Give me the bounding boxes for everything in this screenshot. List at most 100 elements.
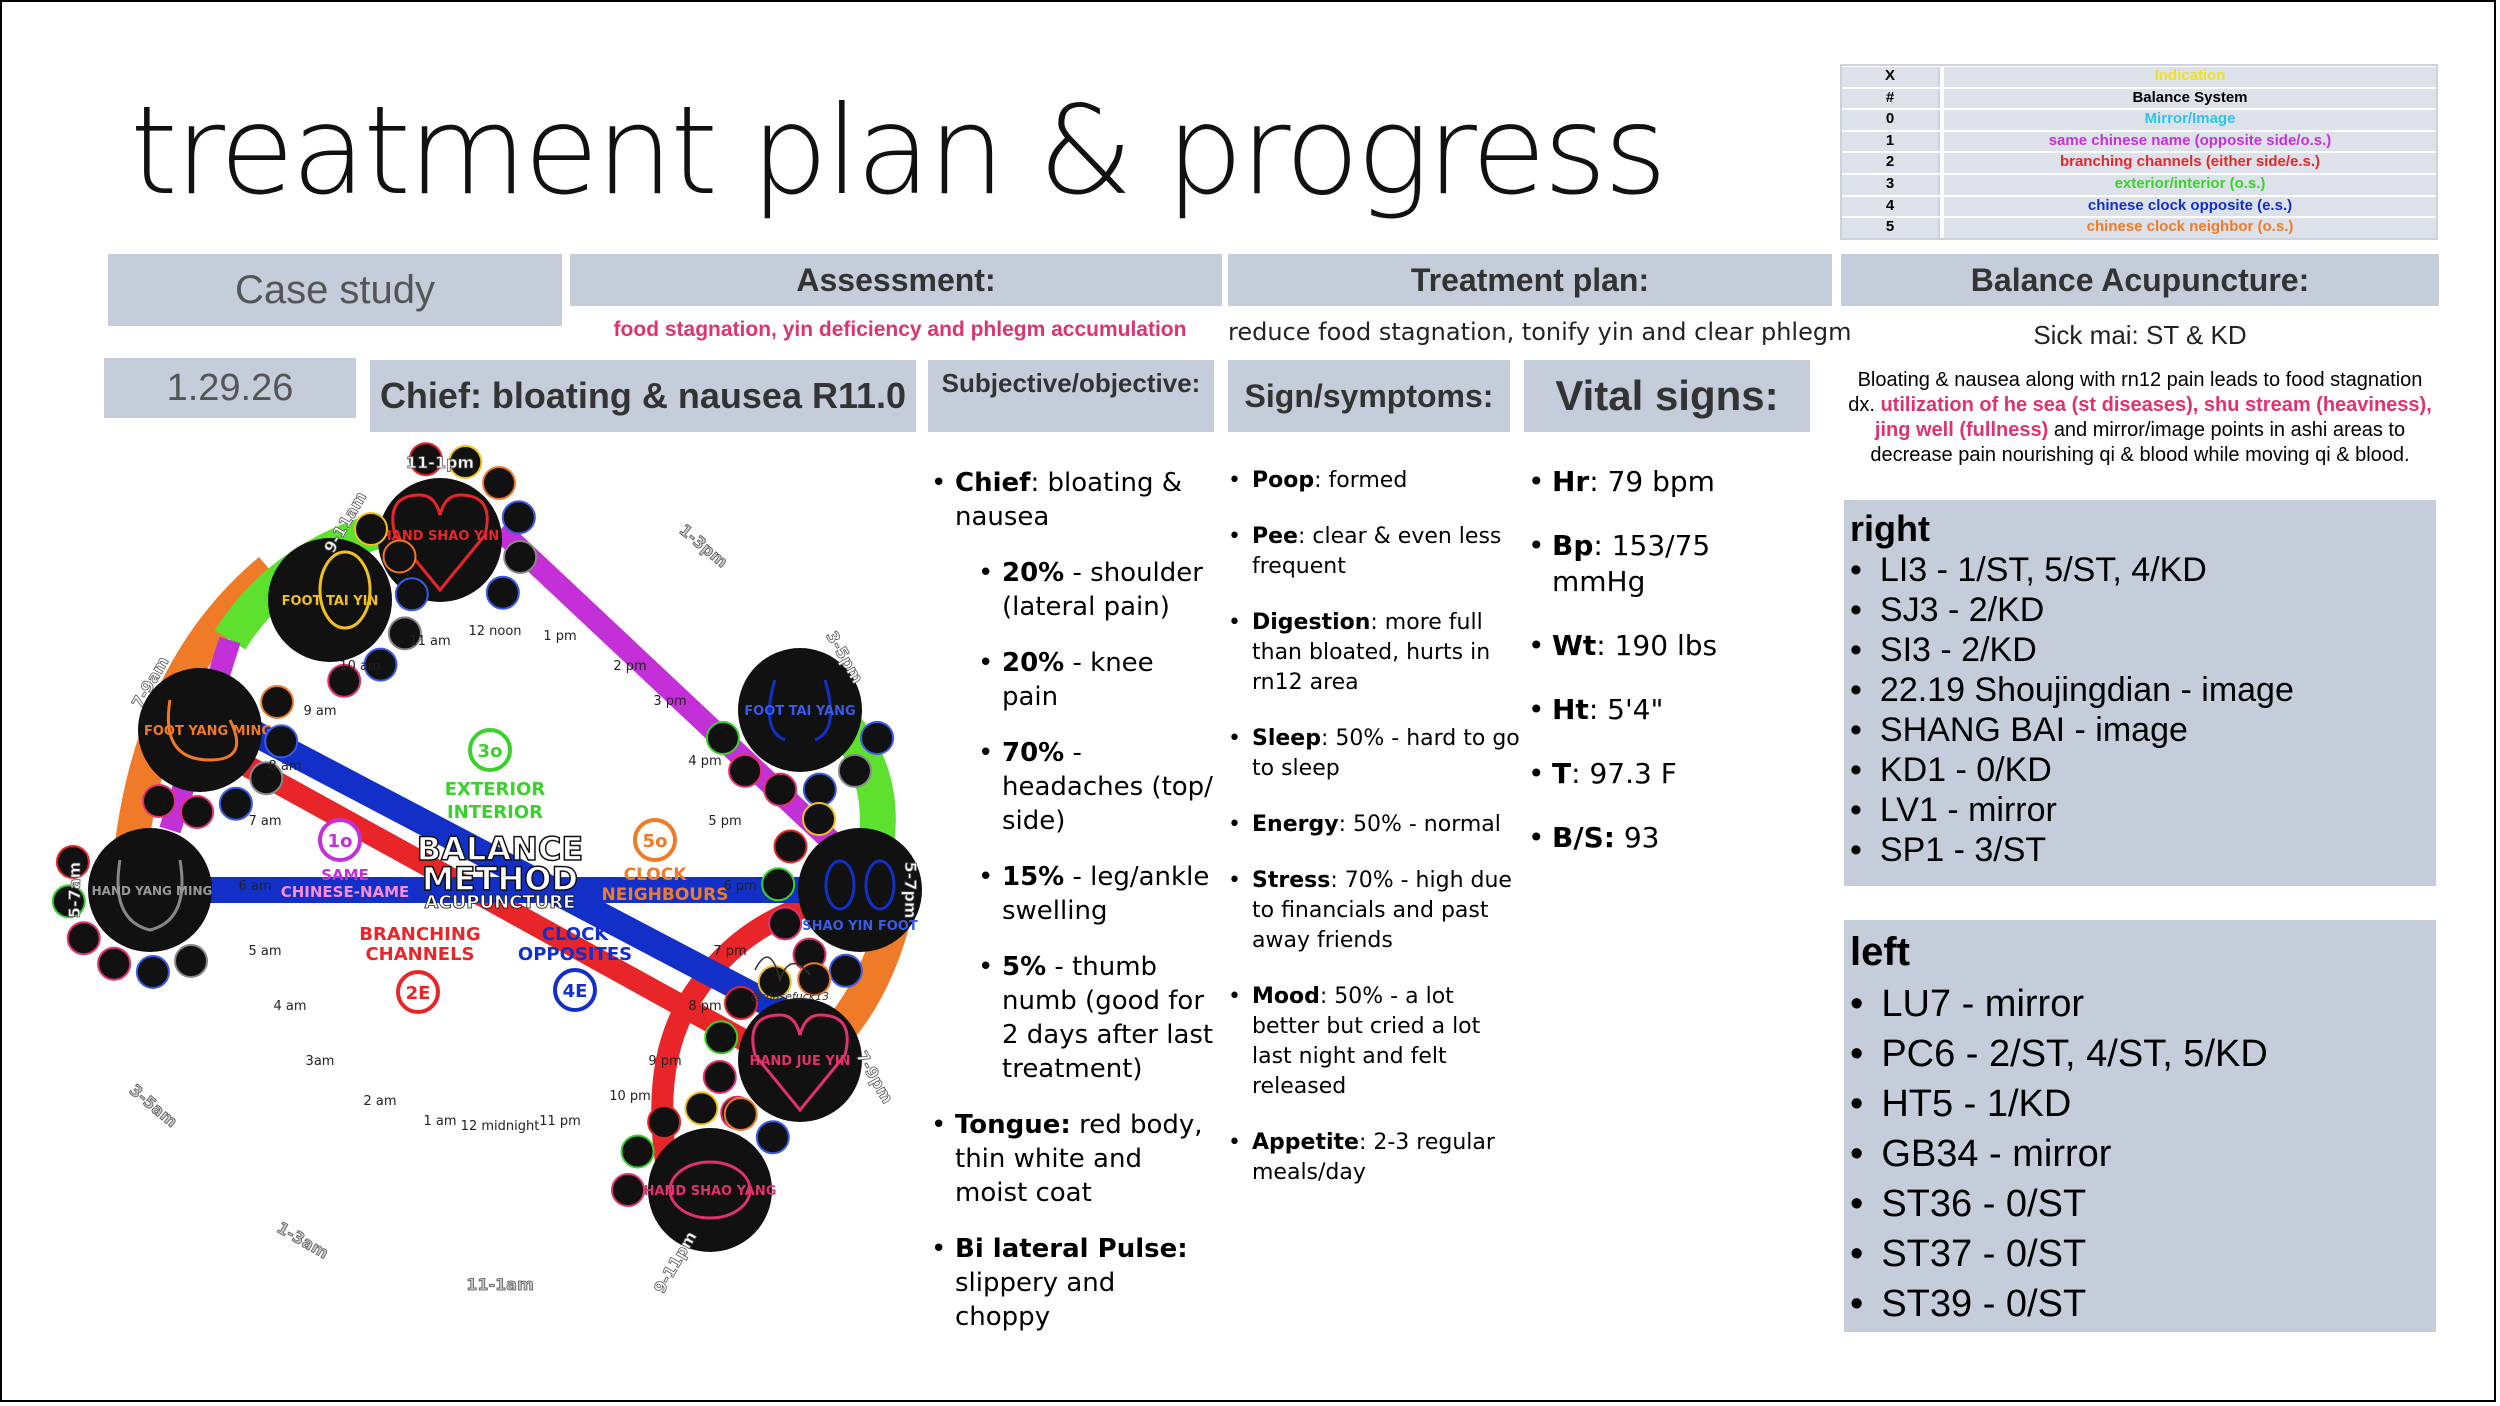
- legend-key: 4: [1842, 196, 1940, 217]
- subjective-item-text: - knee pain: [1002, 648, 1154, 712]
- assessment-text: food stagnation, yin deficiency and phle…: [613, 318, 1187, 341]
- point-dot: [768, 906, 803, 941]
- time-label: 1 pm: [543, 629, 576, 644]
- time-label: 6 pm: [723, 879, 756, 894]
- exterior-badge: [468, 728, 512, 772]
- node-hand-yang-ming: HAND YANG MING: [88, 828, 212, 952]
- vital-item-label: Hr: [1552, 465, 1590, 498]
- time-label: 5 pm: [708, 814, 741, 829]
- point-dot: [828, 953, 863, 988]
- signs-header: Sign/symptoms:: [1228, 360, 1510, 432]
- subjective-item-label: 15%: [1002, 862, 1065, 892]
- exterior-line1: EXTERIOR: [445, 779, 546, 800]
- subjective-item: Tongue: red body, thin white and moist c…: [931, 1108, 1217, 1210]
- sign-item-text: : 50% - a lot better but cried a lot las…: [1252, 984, 1481, 1099]
- point-dot: [174, 944, 208, 978]
- subjective-item-label: 5%: [1002, 952, 1047, 982]
- left-point-item: ST37 - 0/ST: [1850, 1229, 2436, 1279]
- time-range-label: 1-3am: [274, 1218, 332, 1263]
- subjective-item-label: 20%: [1002, 648, 1065, 678]
- point-dot: [485, 575, 520, 610]
- node-foot-yang-ming: FOOT YANG MING: [138, 668, 272, 792]
- subjective-item-label: Chief: [955, 468, 1031, 498]
- same-badge: [318, 818, 362, 862]
- time-label: 4 am: [273, 999, 306, 1014]
- sign-item: Digestion: more full than bloated, hurts…: [1228, 608, 1522, 698]
- subjective-item-label: 70%: [1002, 738, 1065, 768]
- right-points-list: LI3 - 1/ST, 5/ST, 4/KDSJ3 - 2/KDSI3 - 2/…: [1844, 550, 2436, 870]
- point-dot: [802, 802, 836, 836]
- node-foot-tai-yin: FOOT TAI YIN: [268, 538, 392, 662]
- point-dot: [394, 577, 429, 612]
- clock-opposite-line1: CLOCK: [542, 924, 610, 945]
- point-dot: [704, 1020, 739, 1055]
- subjective-item: 20% - knee pain: [978, 646, 1217, 714]
- legend-row: 3 exterior/interior (o.s.): [1842, 174, 2436, 196]
- left-point-item: LU7 - mirror: [1850, 979, 2436, 1029]
- point-dot: [620, 1134, 655, 1169]
- point-dot: [724, 986, 758, 1020]
- point-dot: [97, 946, 132, 981]
- legend-row: 0 Mirror/Image: [1842, 109, 2436, 131]
- time-label: 12 midnight: [461, 1119, 540, 1134]
- vital-item-text: : 190 lbs: [1596, 629, 1718, 662]
- sign-item-text: : 50% - hard to go to sleep: [1252, 726, 1520, 781]
- legend-value: chinese clock opposite (e.s.): [1944, 196, 2436, 217]
- point-dot: [501, 500, 536, 535]
- subjective-item-text: - headaches (top/ side): [1002, 738, 1213, 836]
- sign-item-text: : clear & even less frequent: [1252, 524, 1502, 579]
- treatment-text: reduce food stagnation, tonify yin and c…: [1228, 318, 1852, 346]
- legend-key: 3: [1842, 174, 1940, 195]
- right-point-item: LI3 - 1/ST, 5/ST, 4/KD: [1850, 550, 2436, 590]
- vital-item: Wt: 190 lbs: [1528, 628, 1812, 664]
- node-label-foot-tai-yang: FOOT TAI YANG: [744, 704, 855, 719]
- subjective-item-text: : bloating & nausea: [955, 468, 1182, 532]
- sign-item: Stress: 70% - high due to financials and…: [1228, 866, 1522, 956]
- point-dots: [51, 442, 895, 1207]
- vitals-list: Hr: 79 bpmBp: 153/75 mmHgWt: 190 lbsHt: …: [1528, 464, 1812, 884]
- sign-item-text: : formed: [1314, 468, 1408, 493]
- subjective-list: Chief: bloating & nausea 20% - shoulder (…: [931, 466, 1217, 1356]
- legend-value: same chinese name (opposite side/o.s.): [1944, 131, 2436, 152]
- subjective-item-label: Tongue:: [955, 1110, 1071, 1140]
- point-dot: [363, 647, 398, 682]
- time-label: 11 am: [409, 634, 450, 649]
- legend-value: Balance System: [1944, 88, 2436, 109]
- vital-item: Hr: 79 bpm: [1528, 464, 1812, 500]
- node-hand-jue-yin: HAND JUE YIN: [738, 998, 862, 1122]
- subjective-header: Subjective/objective:: [928, 360, 1214, 432]
- legend-row: 2 branching channels (either side/e.s.): [1842, 152, 2436, 174]
- balance-method-diagram: HAND SHAO YIN FOOT TAI YIN FOOT YANG MIN…: [51, 442, 922, 1297]
- subjective-item: 5% - thumb numb (good for 2 days after l…: [978, 950, 1217, 1086]
- right-title: right: [1850, 508, 1930, 549]
- sign-item: Energy: 50% - normal: [1228, 810, 1522, 840]
- time-label: 10 am: [339, 659, 380, 674]
- point-dot: [763, 772, 798, 807]
- time-label: 6 am: [238, 879, 271, 894]
- legend-header-row: X Indication: [1842, 66, 2436, 88]
- point-dot: [837, 753, 872, 788]
- point-dot: [260, 685, 295, 719]
- exterior-line2: INTERIOR: [447, 802, 543, 823]
- right-point-item: SJ3 - 2/KD: [1850, 590, 2436, 630]
- legend-key: #: [1842, 88, 1940, 109]
- left-point-item: ST39 - 0/ST: [1850, 1279, 2436, 1329]
- time-label: 2 pm: [613, 659, 646, 674]
- sign-item-text: : 70% - high due to financials and past …: [1252, 868, 1512, 953]
- clock-opposite-bar: [203, 698, 807, 1032]
- point-dot: [51, 884, 86, 919]
- vital-item: Bp: 153/75 mmHg: [1528, 528, 1812, 600]
- node-hand-shao-yang: HAND SHAO YANG: [644, 1128, 776, 1252]
- subjective-item: 20% - shoulder (lateral pain): [978, 556, 1217, 624]
- node-foot-tai-yang: FOOT TAI YANG: [738, 648, 862, 772]
- vital-item-label: Bp: [1552, 529, 1594, 562]
- left-point-item: ST36 - 0/ST: [1850, 1179, 2436, 1229]
- time-label: 2 am: [363, 1094, 396, 1109]
- node-label-hand-yang-ming: HAND YANG MING: [92, 884, 213, 898]
- clock-neighbour-line1: CLOCK: [624, 865, 688, 885]
- clock-opposite-line2: OPPOSITES: [518, 944, 632, 965]
- point-dot: [387, 616, 422, 651]
- point-dot: [773, 829, 808, 864]
- center-acupuncture: ACUPUNCTURE: [425, 892, 576, 913]
- vital-item-text: : 79 bpm: [1589, 465, 1715, 498]
